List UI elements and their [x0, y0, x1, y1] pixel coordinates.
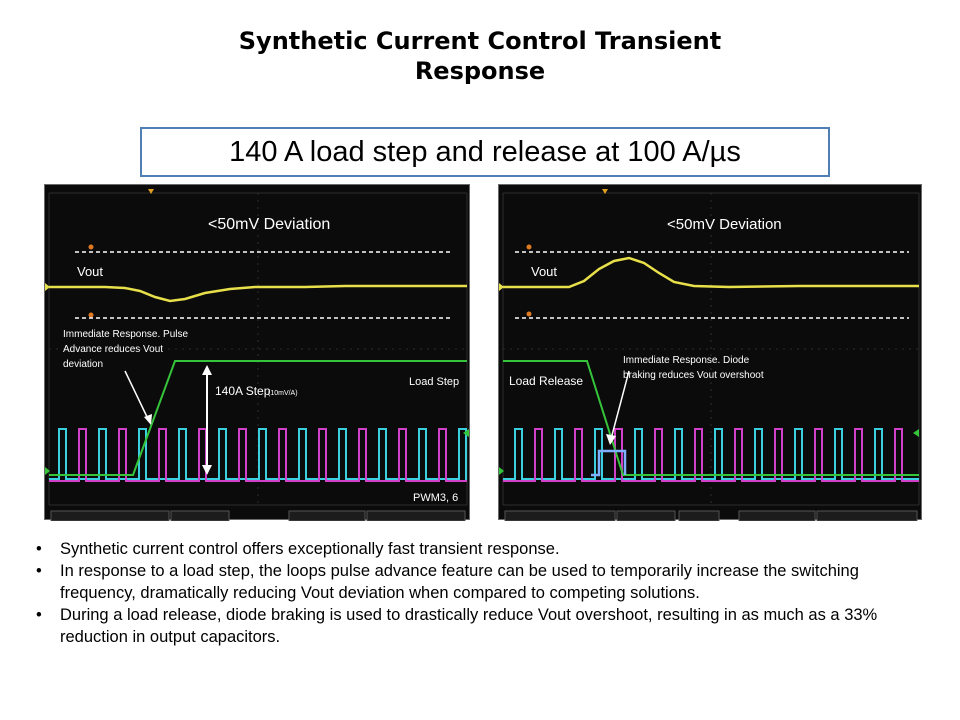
- diode-braking-trace: [591, 449, 627, 477]
- step-scale-label: (10mV/A): [268, 390, 298, 397]
- scope-right-svg: <50mV Deviation Vout Immediate Response.…: [499, 189, 920, 521]
- cursor-marker-bottom: [88, 312, 94, 318]
- subtitle-box: 140 A load step and release at 100 A/µs: [140, 127, 830, 177]
- subtitle-text: 140 A load step and release at 100 A/µs: [229, 135, 741, 168]
- title-line-1: Synthetic Current Control Transient: [238, 27, 722, 55]
- load-step-trace: [49, 360, 467, 476]
- pwm-trace-right-cyan: [503, 428, 919, 480]
- load-release-label: Load Release: [509, 374, 583, 388]
- scope-capture-right: <50mV Deviation Vout Immediate Response.…: [498, 184, 922, 521]
- bullet-item-3: During a load release, diode braking is …: [36, 604, 896, 648]
- pwm-trace-left-magenta: [49, 428, 467, 482]
- slide-title: Synthetic Current Control Transient Resp…: [0, 26, 960, 86]
- deviation-label-left: <50mV Deviation: [208, 216, 330, 233]
- vout-label-left: Vout: [77, 264, 103, 279]
- bullet-list: Synthetic current control offers excepti…: [36, 538, 896, 648]
- vout-label-right: Vout: [531, 264, 557, 279]
- annotation-arrow-right: [610, 370, 630, 440]
- annotation-left-line-2: Advance reduces Vout: [63, 344, 163, 355]
- cursor-marker-top: [88, 244, 94, 250]
- vout-trace-left: [49, 284, 467, 303]
- scope-left-svg: <50mV Deviation Vout Immediate Response.…: [45, 189, 469, 521]
- annotation-right-line-2: braking reduces Vout overshoot: [623, 370, 764, 381]
- annotation-left-line-3: deviation: [63, 359, 103, 370]
- step-label: 140A Step: [215, 384, 271, 398]
- pwm-trace-left-cyan: [49, 428, 467, 480]
- scope-right-grid: [502, 192, 920, 506]
- deviation-label-right: <50mV Deviation: [667, 216, 782, 233]
- bullet-item-2: In response to a load step, the loops pu…: [36, 560, 896, 604]
- pwm-trace-right-magenta: [503, 428, 919, 482]
- load-step-label: Load Step: [409, 376, 459, 388]
- bullet-item-1: Synthetic current control offers excepti…: [36, 538, 896, 560]
- annotation-right-line-1: Immediate Response. Diode: [623, 355, 750, 366]
- annotation-left-line-1: Immediate Response. Pulse: [63, 329, 189, 340]
- title-line-2: Response: [414, 57, 546, 85]
- pwm-label: PWM3, 6: [413, 492, 458, 504]
- annotation-arrow-left: [124, 370, 150, 422]
- scope-capture-left: <50mV Deviation Vout Immediate Response.…: [44, 184, 470, 521]
- vout-trace-right: [503, 256, 919, 289]
- load-release-trace: [503, 360, 919, 476]
